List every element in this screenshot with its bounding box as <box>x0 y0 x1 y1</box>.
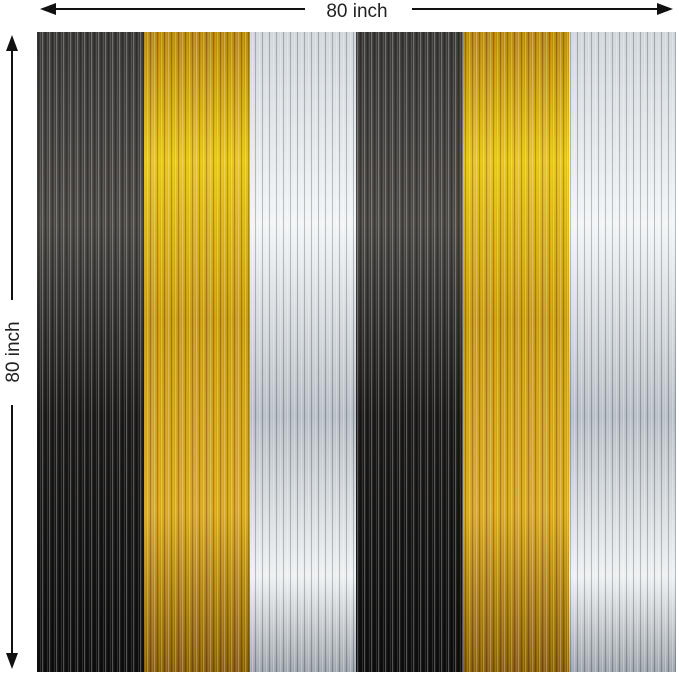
width-label: 80 inch <box>326 1 387 22</box>
height-arrow <box>6 35 18 669</box>
arrow-head <box>657 3 673 15</box>
arrow-head <box>6 653 18 669</box>
arrow-head <box>6 35 18 51</box>
curtains <box>37 32 676 672</box>
arrow-head <box>40 3 56 15</box>
fringe-texture <box>37 32 676 672</box>
height-label: 80 inch <box>3 321 24 382</box>
width-arrow <box>40 3 673 15</box>
